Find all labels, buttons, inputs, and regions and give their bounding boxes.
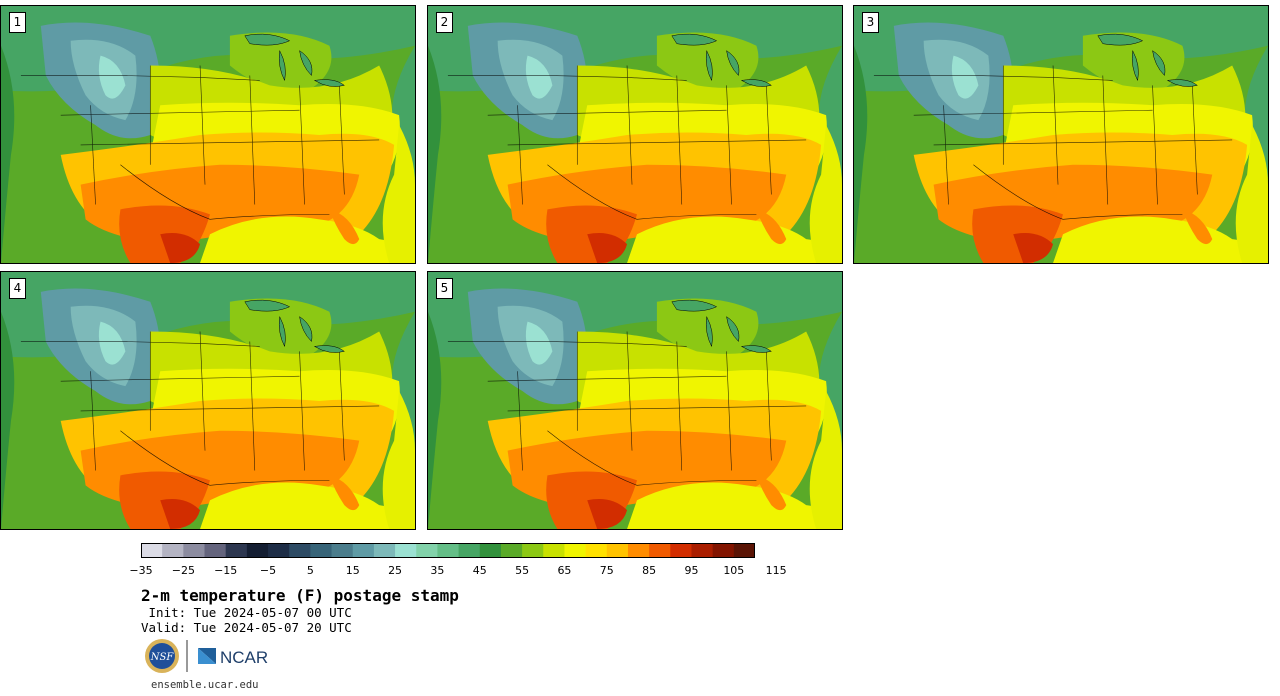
colorbar-swatch <box>670 543 692 558</box>
temperature-map <box>428 272 842 529</box>
map-title: 2-m temperature (F) postage stamp <box>141 586 459 605</box>
colorbar-swatch <box>310 543 333 558</box>
colorbar-swatch <box>395 543 417 558</box>
colorbar-swatch <box>289 543 311 558</box>
colorbar-tick-label: 115 <box>765 564 787 577</box>
map-panel-5: 5 <box>427 271 843 530</box>
colorbar-tick-label: 55 <box>515 564 530 577</box>
temperature-map <box>854 6 1268 263</box>
colorbar-tick-label: 25 <box>388 564 403 577</box>
colorbar-tick-label: 35 <box>430 564 445 577</box>
map-panel-3: 3 <box>853 5 1269 264</box>
colorbar-tick-label: 65 <box>557 564 572 577</box>
nsf-logo: NSF <box>145 639 179 673</box>
colorbar-swatch <box>691 543 714 558</box>
map-panel-1: 1 <box>0 5 416 264</box>
colorbar-swatch <box>479 543 502 558</box>
colorbar-swatch <box>522 543 544 558</box>
colorbar-swatch <box>437 543 460 558</box>
colorbar-tick-label: 105 <box>723 564 745 577</box>
colorbar-swatch <box>500 543 523 558</box>
colorbar-swatch <box>331 543 354 558</box>
logos: NSF NCAR <box>144 638 274 674</box>
colorbar-swatch <box>649 543 671 558</box>
logo-url: ensemble.ucar.edu <box>151 679 259 691</box>
colorbar-swatch <box>373 543 396 558</box>
colorbar <box>141 543 755 558</box>
colorbar-swatch <box>204 543 227 558</box>
colorbar-swatch <box>543 543 565 558</box>
map-panel-4: 4 <box>0 271 416 530</box>
colorbar-tick-label: −25 <box>171 564 195 577</box>
colorbar-tick-label: 75 <box>599 564 614 577</box>
colorbar-swatch <box>141 543 163 558</box>
colorbar-swatch <box>352 543 375 558</box>
ncar-logo: NCAR <box>198 648 268 667</box>
colorbar-swatch <box>268 543 290 558</box>
member-label: 2 <box>436 12 453 33</box>
member-label: 1 <box>9 12 26 33</box>
colorbar-swatch <box>712 543 735 558</box>
map-panel-2: 2 <box>427 5 843 264</box>
member-label: 3 <box>862 12 879 33</box>
colorbar-swatch <box>564 543 587 558</box>
colorbar-swatch <box>246 543 269 558</box>
colorbar-tick-label: −15 <box>214 564 238 577</box>
colorbar-swatch <box>225 543 248 558</box>
init-time: Init: Tue 2024-05-07 00 UTC <box>141 605 352 620</box>
colorbar-swatch <box>162 543 184 558</box>
colorbar-tick-label: −35 <box>129 564 153 577</box>
temperature-map <box>428 6 842 263</box>
colorbar-swatch <box>585 543 608 558</box>
member-label: 5 <box>436 278 453 299</box>
temperature-map <box>1 6 415 263</box>
colorbar-swatch <box>606 543 629 558</box>
temperature-map <box>1 272 415 529</box>
valid-time: Valid: Tue 2024-05-07 20 UTC <box>141 620 352 635</box>
colorbar-swatch <box>183 543 206 558</box>
ncar-logo-text: NCAR <box>220 648 268 667</box>
colorbar-tick-label: 95 <box>684 564 699 577</box>
colorbar-swatch <box>733 543 755 558</box>
member-label: 4 <box>9 278 26 299</box>
colorbar-swatch <box>416 543 438 558</box>
colorbar-tick-label: −5 <box>259 564 277 577</box>
colorbar-tick-label: 5 <box>306 564 314 577</box>
colorbar-swatch <box>458 543 481 558</box>
colorbar-tick-label: 85 <box>642 564 657 577</box>
nsf-logo-text: NSF <box>150 652 175 663</box>
colorbar-tick-label: 45 <box>472 564 487 577</box>
colorbar-tick-label: 15 <box>345 564 360 577</box>
colorbar-swatch <box>627 543 650 558</box>
